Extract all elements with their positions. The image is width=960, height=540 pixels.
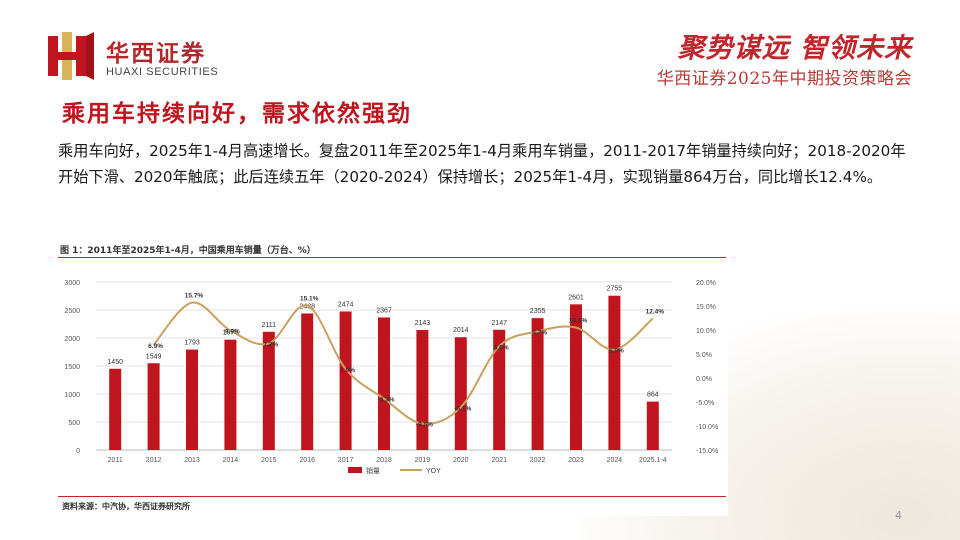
sales-bar-label: 2014 [453,327,469,334]
sales-bar-label: 2147 [491,320,507,327]
x-tick-label: 2024 [607,457,623,464]
event-name: 华西证券2025年中期投资策略会 [656,69,912,89]
x-tick-label: 2021 [491,457,507,464]
yoy-point-label: 9.9% [225,328,240,335]
sales-bar-label: 1450 [107,359,123,366]
sales-bar [570,304,582,450]
sales-bar-label: 2355 [530,308,546,315]
sales-bar [186,349,198,450]
sales-bar [608,295,621,450]
figure-rule-top [58,257,726,258]
sales-chart: 0 500 1000 1500 2000 2500 3000 20.0% 15.0% 10.0% 5… [64,280,718,475]
y-left-tick-label: 2000 [64,336,80,343]
sales-bar-label: 864 [647,392,659,399]
y-left-tick-label: 0 [76,448,80,455]
yoy-point-label: 12.4% [646,308,665,315]
sales-bar [454,337,467,450]
y-right-tick-label: -5.0% [696,400,714,407]
huaxi-logo-icon [48,32,94,80]
yoy-point-label: 10.5% [569,318,588,325]
sales-bar-label: 1970 [223,330,239,337]
yoy-point-label: 15.1% [300,296,319,303]
yoy-line [152,301,654,425]
legend-label-sales: 销量 [366,466,380,475]
yoy-point-label: 9.7% [532,329,547,336]
sales-bar [224,339,237,450]
yoy-point-label: -4.3% [378,397,395,404]
sales-bar-label: 1793 [184,340,200,347]
x-tick-label: 2013 [184,457,200,464]
y-left-tick-label: 2500 [64,308,80,315]
x-tick-label: 2023 [568,457,584,464]
y-left-tick-label: 500 [68,420,80,427]
sales-bar-label: 2474 [338,301,354,308]
sales-bar [147,363,160,450]
x-tick-label: 2019 [415,457,431,464]
sales-bar [301,313,314,450]
yoy-point-label: -9.5% [416,422,433,429]
y-right-tick-label: -15.0% [696,448,718,455]
y-right-tick-label: 15.0% [696,304,716,311]
yoy-point-label: 15.7% [185,293,204,300]
x-tick-label: 2022 [530,457,546,464]
sales-bar-label: 2111 [262,322,277,329]
slide-paragraph: 乘用车向好，2025年1-4月高速增长。复盘2011年至2025年1-4月乘用车… [58,142,906,186]
y-right-tick-label: 20.0% [696,280,716,287]
page-number: 4 [895,509,902,522]
yoy-point-label: 1.9% [340,367,355,374]
figure-rule-bottom [58,496,726,497]
figure-source: 资料来源：中汽协，华西证券研究所 [62,502,190,511]
sales-bar [493,329,506,450]
x-tick-label: 2011 [108,457,123,464]
x-tick-label: 2020 [453,457,469,464]
sales-bar-label: 2601 [568,294,584,301]
sales-bar [109,368,122,450]
sales-bar [378,317,390,450]
y-right-tick-label: 0.0% [696,376,712,383]
slide-title: 乘用车持续向好，需求依然强劲 [62,101,412,127]
sales-bar [646,401,659,450]
y-left-tick-label: 1000 [64,392,80,399]
figure-panel: 图 1：2011年至2025年1-4月，中国乘用车销量（万台、%） 0 500 10… [50,232,728,516]
x-tick-label: 2017 [338,457,354,464]
x-tick-label: 2018 [376,457,392,464]
x-tick-label: 2014 [223,457,239,464]
brand-name-cn: 华西证券 [106,41,206,67]
yoy-point-label: -6.1% [454,405,471,412]
legend-swatch-sales [348,467,362,473]
sales-bar-label: 2438 [299,303,315,310]
brand-name-en: HUAXI SECURITIES [106,66,219,78]
x-tick-label: 2012 [146,457,162,464]
sales-bar [531,318,544,450]
y-right-tick-label: -10.0% [696,424,718,431]
x-tick-label: 2025.1-4 [639,457,667,464]
sales-bar-label: 1549 [146,353,162,360]
yoy-point-label: 7.2% [263,341,278,348]
y-left-tick-label: 1500 [64,364,80,371]
sales-bar-label: 2143 [415,320,431,327]
yoy-point-label: 6.6% [494,344,509,351]
slogan: 聚势谋远 智领未来 [677,33,912,64]
sales-bar [339,311,352,450]
y-left-tick-label: 3000 [64,280,80,287]
yoy-point-label: 5.9% [609,348,624,355]
x-tick-label: 2016 [299,457,315,464]
x-tick-label: 2015 [261,457,277,464]
legend-label-yoy: YOY [426,468,441,475]
sales-bar-label: 2367 [376,307,392,314]
yoy-point-label: 6.9% [148,343,163,350]
sales-bar [262,331,275,450]
y-right-tick-label: 5.0% [696,352,712,359]
figure-caption: 图 1：2011年至2025年1-4月，中国乘用车销量（万台、%） [60,246,316,256]
sales-bar [416,329,429,450]
sales-bar-label: 2755 [607,286,623,293]
y-right-tick-label: 10.0% [696,328,716,335]
